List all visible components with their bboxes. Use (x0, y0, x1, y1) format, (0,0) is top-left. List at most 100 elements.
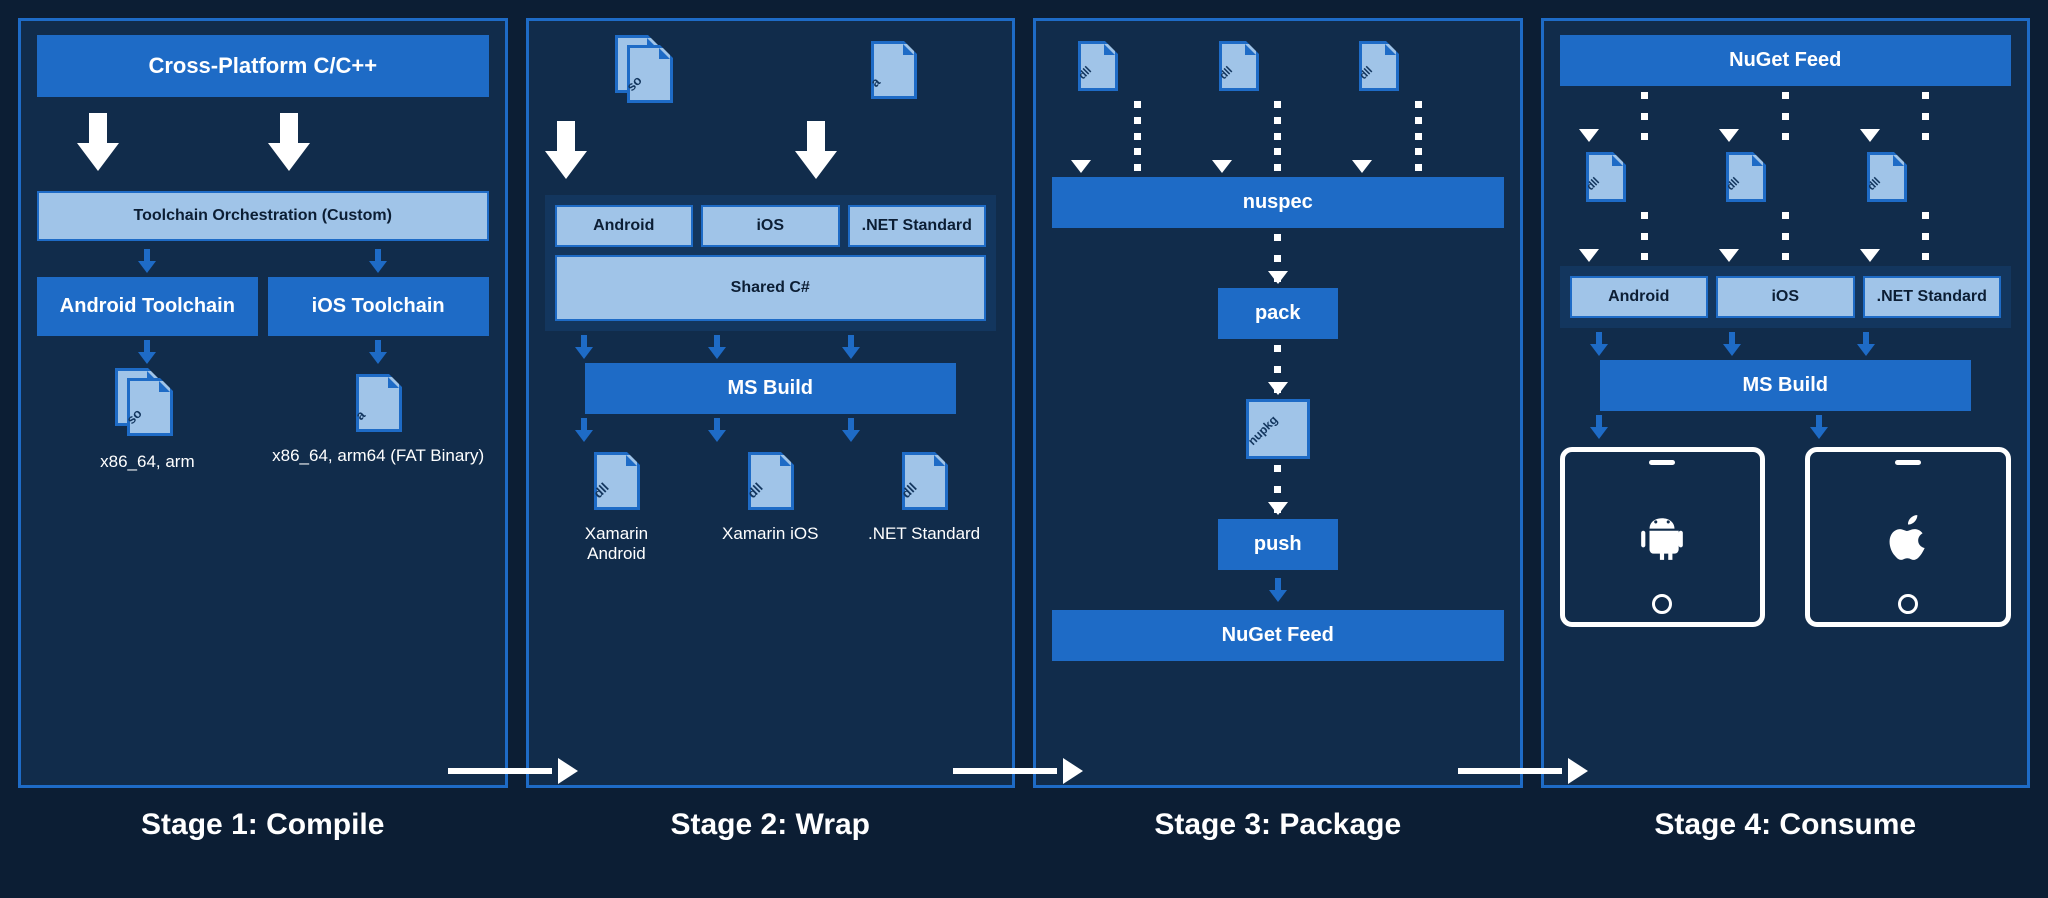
dotted-arrow-down-icon (1720, 212, 1851, 260)
stage2-out3: dll .NET Standard (862, 446, 986, 564)
ios-toolchain-box: iOS Toolchain (268, 277, 489, 336)
dotted-arrow-down-icon (1861, 92, 1992, 140)
stage-arrow-right-icon (448, 758, 578, 784)
file-ext-label: dll (1077, 64, 1095, 82)
arrow-down-small-icon (842, 335, 966, 359)
push-box: push (1218, 519, 1338, 570)
dotted-arrow-down-icon (1580, 92, 1711, 140)
arrow-down-small-icon (1590, 415, 1761, 439)
file-ext-label: so (624, 73, 645, 94)
stage1-android-col: Android Toolchain so x86_64, arm (37, 245, 258, 472)
file-ext-label: dll (591, 480, 612, 501)
so-file-icon: so (115, 368, 179, 442)
android-phone-icon (1560, 447, 1766, 627)
stage3-dotted-1 (1072, 95, 1484, 177)
stage4-phones (1560, 447, 2012, 627)
file-ext-label: dll (745, 480, 766, 501)
stage1-panel: Cross-Platform C/C++ Toolchain Orchestra… (18, 18, 508, 788)
stage2-out1: dll Xamarin Android (555, 446, 679, 564)
arrow-down-small-icon (575, 418, 699, 442)
stage1-ios-col: iOS Toolchain a x86_64, arm64 (FAT Binar… (268, 245, 489, 472)
arrow-down-small-icon (369, 340, 387, 364)
stage2-input-so: so (545, 35, 751, 109)
dotted-arrow-down-icon (1269, 465, 1287, 513)
nuget-feed-box: NuGet Feed (1560, 35, 2012, 86)
arrow-down-small-icon (575, 335, 699, 359)
orchestration-label: Toolchain Orchestration (Custom) (134, 207, 392, 224)
stages-row: Cross-Platform C/C++ Toolchain Orchestra… (18, 18, 2030, 788)
stage4-dlls: dll dll dll (1580, 146, 1992, 206)
stage-arrow-right-icon (1458, 758, 1588, 784)
arrow-down-small-icon (138, 249, 156, 273)
out1-caption: Xamarin Android (555, 524, 679, 564)
stage3-panel: dll dll dll nuspec pack nupkg push NuGet… (1033, 18, 1523, 788)
file-ext-label: a (353, 407, 369, 423)
stage1-toolchain-row: Android Toolchain so x86_64, arm iOS Too… (37, 245, 489, 472)
stage2-arrows-to-build (575, 331, 967, 363)
file-ext-label: a (868, 74, 884, 90)
platform-netstd-box: .NET Standard (1863, 276, 2002, 318)
arrow-down-small-icon (369, 249, 387, 273)
stage3-title: Stage 3: Package (1033, 808, 1523, 842)
dotted-arrow-down-icon (1213, 101, 1344, 171)
arrow-down-icon (795, 121, 996, 183)
file-ext-label: dll (1217, 64, 1235, 82)
platform-android-box: Android (555, 205, 694, 247)
stage2-input-a: a (790, 35, 996, 109)
stage2-outputs: dll Xamarin Android dll Xamarin iOS dll … (555, 446, 987, 564)
stage4-arrows-to-phones (1590, 411, 1982, 443)
so-file-icon: so (615, 35, 679, 109)
arrow-down-icon (268, 113, 449, 175)
arrow-down-icon (545, 121, 746, 183)
file-ext-label: nupkg (1245, 413, 1280, 448)
pack-box: pack (1218, 288, 1338, 339)
file-ext-label: dll (1725, 175, 1743, 193)
file-ext-label: dll (898, 480, 919, 501)
stage1-orchestration: Toolchain Orchestration (Custom) (37, 191, 489, 241)
msbuild-box: MS Build (585, 363, 957, 414)
stage4-arrows-to-build (1590, 328, 1982, 360)
platform-netstd-box: .NET Standard (848, 205, 987, 247)
arrow-down-icon (77, 113, 258, 175)
dll-file-icon: dll (1072, 35, 1203, 95)
dotted-arrow-down-icon (1580, 212, 1711, 260)
stage2-out2: dll Xamarin iOS (708, 446, 832, 564)
stage1-header: Cross-Platform C/C++ (37, 35, 489, 97)
arrow-down-small-icon (138, 340, 156, 364)
platform-ios-box: iOS (701, 205, 840, 247)
ios-phone-icon (1805, 447, 2011, 627)
file-ext-label: dll (1865, 175, 1883, 193)
arrow-down-small-icon (708, 418, 832, 442)
arrow-down-small-icon (1810, 415, 1981, 439)
dotted-arrow-down-icon (1861, 212, 1992, 260)
dll-file-icon: dll (1353, 35, 1484, 95)
a-file-icon: a (350, 368, 406, 436)
stage4-dotted-2 (1580, 206, 1992, 266)
stage-titles-row: Stage 1: Compile Stage 2: Wrap Stage 3: … (18, 788, 2030, 842)
stage4-panel: NuGet Feed dll dll dll Android iOS (1541, 18, 2031, 788)
nuspec-box: nuspec (1052, 177, 1504, 228)
arrow-down-small-icon (842, 418, 966, 442)
arrow-down-small-icon (1723, 332, 1847, 356)
out2-caption: Xamarin iOS (722, 524, 818, 544)
stage3-dlls: dll dll dll (1072, 35, 1484, 95)
android-icon (1637, 512, 1687, 562)
arrow-down-small-icon (1269, 578, 1287, 602)
stage1-title: Stage 1: Compile (18, 808, 508, 842)
arrow-down-small-icon (1590, 332, 1714, 356)
stage4-platforms-container: Android iOS .NET Standard (1560, 266, 2012, 328)
android-toolchain-box: Android Toolchain (37, 277, 258, 336)
dll-file-icon: dll (1720, 146, 1851, 206)
dotted-arrow-down-icon (1072, 101, 1203, 171)
dll-file-icon: dll (588, 446, 644, 514)
apple-icon (1883, 512, 1933, 562)
stage-arrow-right-icon (953, 758, 1083, 784)
msbuild-box: MS Build (1600, 360, 1972, 411)
android-output-caption: x86_64, arm (100, 452, 195, 472)
shared-csharp-box: Shared C# (555, 255, 987, 321)
ios-output-caption: x86_64, arm64 (FAT Binary) (272, 446, 484, 466)
stage4-title: Stage 4: Consume (1541, 808, 2031, 842)
out3-caption: .NET Standard (868, 524, 980, 544)
stage4-dotted-1 (1580, 86, 1992, 146)
a-file-icon: a (865, 35, 921, 103)
